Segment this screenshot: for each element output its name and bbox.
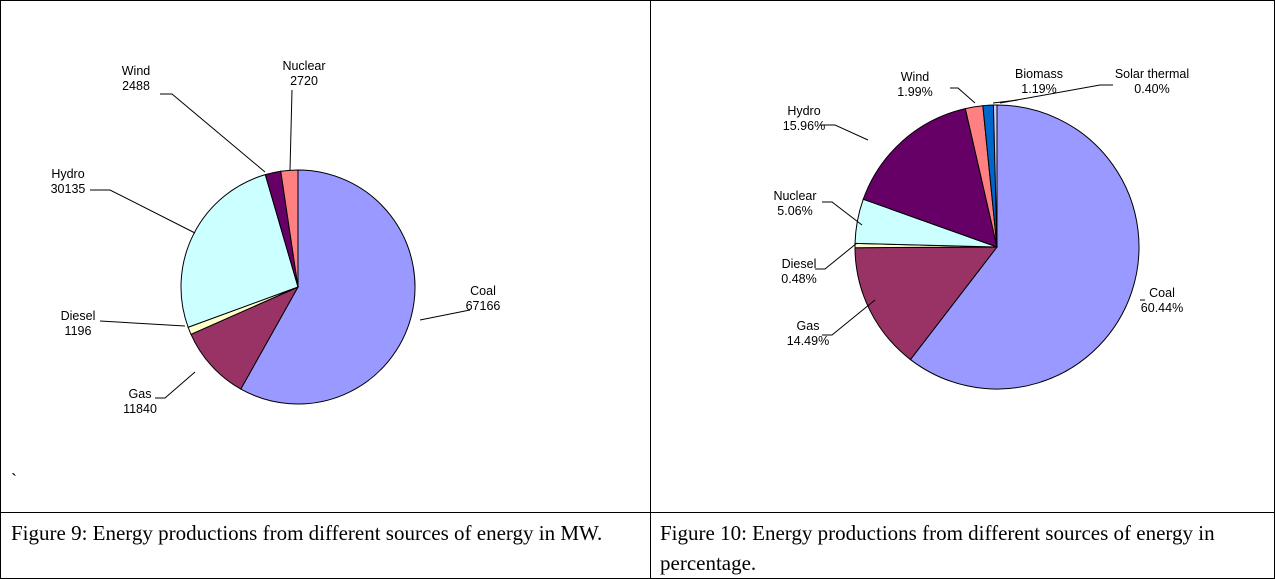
pie-slice-hydro [180, 174, 299, 328]
leader-line-diesel [99, 320, 186, 327]
leader-line-nuclear [822, 201, 863, 226]
pie-chart-mw: Coal 67166 Gas 11840 Diesel 1196 Hydro 30135 Win… [51, 59, 501, 416]
stray-backtick: ` [11, 470, 17, 490]
slice-label-nuclear: Nuclear 2720 [282, 59, 325, 88]
leader-line-diesel [815, 242, 858, 270]
figure-9-caption: Figure 9: Energy productions from differ… [11, 521, 603, 545]
pie-slice-solar-thermal [992, 104, 998, 248]
pie-slice-coal [240, 169, 416, 405]
figure-10-caption: Figure 10: Energy productions from diffe… [660, 521, 1215, 575]
leader-line-hydro [90, 189, 196, 234]
slice-label-nuclear: Nuclear 5.06% [773, 189, 816, 218]
slice-label-solar-thermal: Solar thermal 0.40% [1115, 67, 1189, 96]
pie-chart-pct: Coal 60.44% Gas 14.49% Diesel 0.48% Nuclear 5.0… [773, 67, 1189, 390]
table-left-border [0, 0, 1, 579]
slice-label-diesel: Diesel 0.48% [781, 257, 816, 286]
leader-line-gas [155, 371, 196, 399]
leader-line-wind [160, 93, 266, 173]
leader-line-solar-thermal [999, 84, 1113, 104]
slice-label-diesel: Diesel 1196 [61, 309, 96, 338]
leader-line-coal [419, 309, 471, 321]
pie-slice-nuclear [280, 169, 299, 288]
leader-line-nuclear [289, 89, 293, 171]
table-center-divider [650, 0, 651, 579]
slice-label-hydro: Hydro 30135 [51, 167, 86, 196]
leader-line-gas [822, 299, 876, 336]
pie-slice-hydro [862, 107, 998, 248]
slice-label-wind: Wind 1.99% [897, 70, 932, 99]
slice-label-coal: Coal 67166 [466, 284, 501, 313]
slice-label-hydro: Hydro 15.96% [783, 104, 825, 133]
leader-line-hydro [820, 124, 869, 141]
pie-slice-gas [190, 285, 300, 390]
pie-slice-coal [909, 104, 1140, 390]
leader-line-wind [950, 87, 976, 104]
table-mid-border [0, 512, 1275, 513]
slice-label-coal: Coal 60.44% [1141, 286, 1183, 315]
pie-slice-gas [854, 246, 999, 361]
slice-label-biomass: Biomass 1.19% [1015, 67, 1063, 96]
slice-label-wind: Wind 2488 [122, 64, 151, 93]
slice-label-gas: Gas 14.49% [787, 319, 829, 348]
table-top-border [0, 0, 1275, 1]
slice-label-gas: Gas 11840 [123, 387, 157, 416]
